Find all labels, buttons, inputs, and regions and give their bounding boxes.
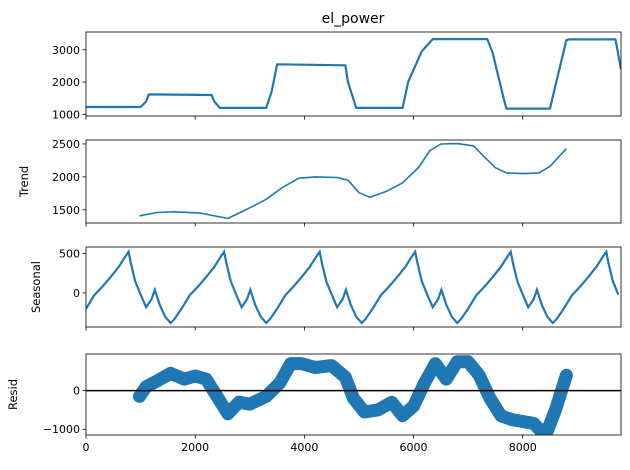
x-tick-label: 6000 — [400, 441, 428, 454]
resid-point — [560, 369, 573, 382]
resid-point — [505, 413, 518, 426]
resid-point — [358, 405, 371, 418]
resid-point — [273, 376, 286, 389]
resid-point — [418, 376, 431, 389]
resid-point — [189, 370, 202, 382]
resid-point — [516, 415, 529, 428]
y-tick-label: 500 — [59, 247, 80, 260]
resid-point — [325, 359, 338, 372]
x-tick-label: 0 — [83, 441, 90, 454]
resid-point — [151, 375, 163, 387]
resid-point — [407, 400, 420, 413]
y-tick-label: 0 — [73, 385, 80, 398]
axes-frame — [85, 139, 622, 224]
resid-point — [541, 425, 554, 435]
y-tick-label: 2500 — [52, 138, 80, 151]
resid-point — [284, 357, 297, 370]
y-tick-label: 0 — [73, 287, 80, 300]
resid-point — [451, 355, 464, 368]
power-line — [86, 37, 621, 110]
resid-point — [295, 357, 308, 370]
resid-point — [462, 355, 475, 368]
resid-point — [339, 371, 352, 384]
panel-1: 1000 2000 3000 — [52, 31, 622, 121]
resid-point — [372, 403, 385, 416]
y-tick-label: 3000 — [52, 44, 80, 57]
x-tick-label: 8000 — [509, 441, 537, 454]
resid-point — [260, 390, 273, 403]
x-tick-label: 2000 — [181, 441, 209, 454]
y-tick-label: 2000 — [52, 171, 80, 184]
resid-point — [243, 398, 256, 411]
resid-point — [164, 367, 177, 380]
y-tick-label: 1000 — [52, 108, 80, 121]
resid-point — [494, 409, 507, 422]
axes-frame — [85, 353, 622, 436]
y-axis-label: Seasonal — [29, 261, 43, 313]
resid-point — [385, 396, 398, 409]
axes-frame — [85, 31, 622, 117]
resid-point — [549, 403, 562, 416]
resid-point — [429, 357, 442, 370]
y-axis-label: Trend — [17, 166, 31, 198]
resid-point — [440, 373, 453, 386]
resid-point — [347, 392, 360, 405]
resid-point — [221, 407, 234, 420]
y-axis-label: Resid — [6, 379, 20, 410]
resid-point — [211, 390, 223, 403]
resid-point — [473, 369, 486, 382]
resid-point — [200, 373, 213, 386]
resid-point — [133, 390, 146, 403]
y-tick-label: 1500 — [52, 204, 80, 217]
resid-point — [484, 392, 496, 405]
resid-point — [232, 396, 245, 409]
resid-point — [178, 373, 191, 386]
trend-line — [139, 142, 567, 220]
resid-point — [396, 409, 409, 422]
resid-point — [309, 361, 322, 374]
y-tick-label: −1000 — [43, 423, 80, 436]
resid-point — [140, 380, 153, 393]
chart-title: el_power — [322, 11, 385, 27]
panel-3: 0 500 Seasonal — [29, 246, 622, 331]
x-tick-label: 4000 — [290, 441, 318, 454]
y-tick-label: 2000 — [52, 76, 80, 89]
panel-2: 1500 2000 2500 Trend — [17, 138, 622, 227]
axes-frame — [85, 246, 622, 328]
seasonal-line — [86, 249, 620, 325]
